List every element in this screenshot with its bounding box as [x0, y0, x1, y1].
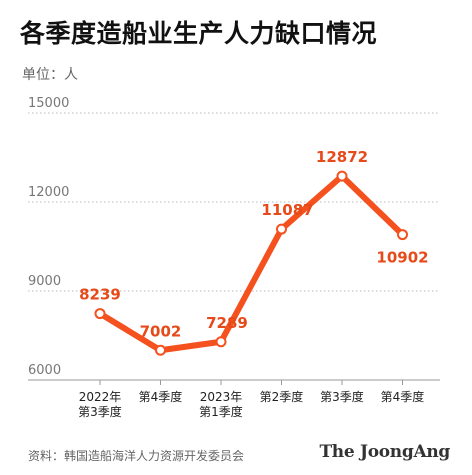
brand-logo: The JoongAng: [319, 442, 450, 462]
y-tick-label: 6000: [28, 363, 61, 378]
x-tick-label: 第3季度: [78, 404, 122, 419]
data-label: 7289: [206, 314, 248, 332]
data-label: 12872: [316, 148, 368, 166]
data-label: 8239: [79, 286, 121, 304]
x-tick-label: 2023年: [200, 390, 243, 404]
data-label: 7002: [140, 322, 182, 340]
x-tick-label: 第2季度: [260, 389, 304, 404]
y-tick-label: 9000: [28, 274, 61, 289]
data-point: [94, 308, 106, 320]
data-point: [336, 170, 348, 182]
y-tick-label: 12000: [28, 185, 69, 200]
data-point: [155, 344, 166, 356]
chart-title: 各季度造船业生产人力缺口情况: [20, 19, 378, 48]
data-point: [276, 223, 287, 235]
series-line: [97, 173, 406, 354]
x-tick-label: 第4季度: [381, 389, 425, 404]
source-note: 资料：韩国造船海洋人力资源开发委员会: [28, 449, 245, 463]
data-point: [397, 229, 408, 241]
data-label: 10902: [376, 249, 428, 267]
y-tick-label: 15000: [28, 96, 69, 111]
x-tick-label: 2022年: [79, 390, 122, 404]
x-tick-label: 第4季度: [139, 389, 183, 404]
data-label: 11087: [261, 201, 313, 219]
unit-label: 单位：人: [22, 67, 78, 83]
x-tick-label: 第1季度: [199, 404, 243, 419]
x-tick-label: 第3季度: [320, 389, 364, 404]
data-point: [215, 336, 227, 348]
